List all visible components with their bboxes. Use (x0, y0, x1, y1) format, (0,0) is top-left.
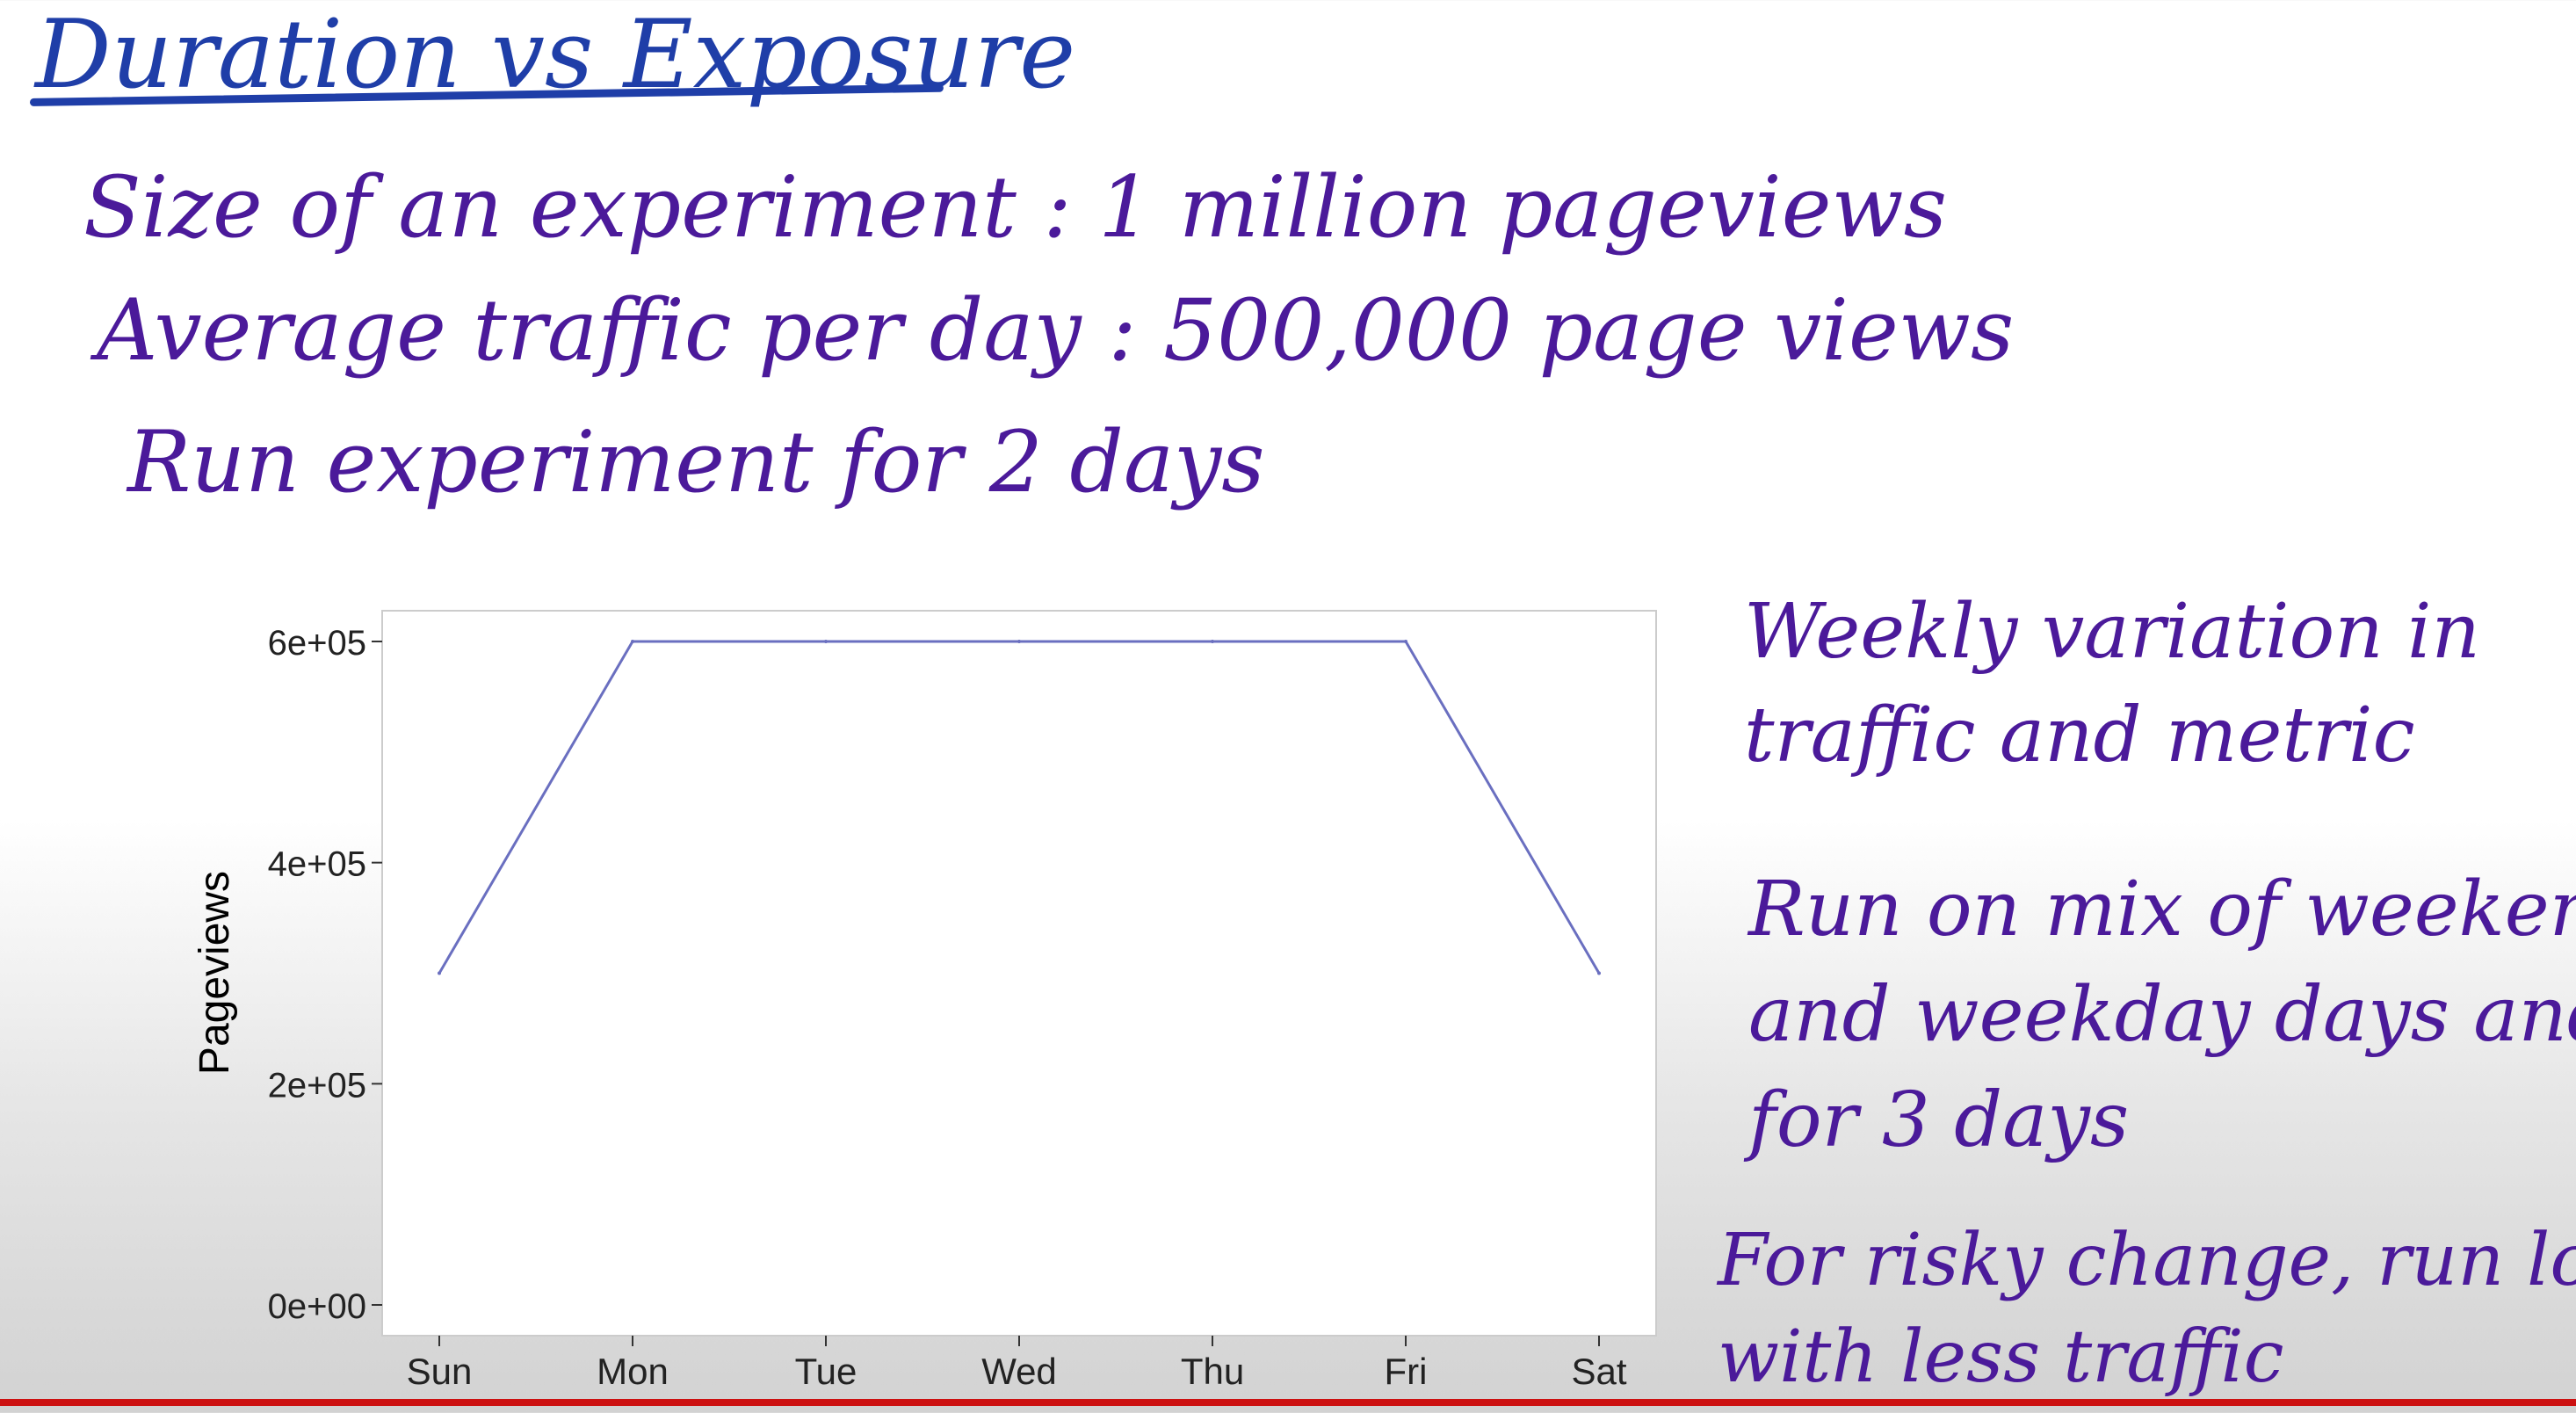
y-tick-label: 6e+05 (268, 624, 366, 663)
note-risky-change-line-1: For risky change, run longer (1718, 1219, 2576, 1302)
x-tick-label: Tue (795, 1351, 857, 1392)
text-line-experiment-size: Size of an experiment : 1 million pagevi… (83, 158, 1947, 257)
note-weekly-variation-line-2: traffic and metric (1744, 692, 2415, 779)
video-progress-bar[interactable] (0, 1399, 2576, 1406)
note-mix-days-line-3: for 3 days (1748, 1076, 2130, 1164)
data-point (824, 640, 828, 643)
data-point (1597, 971, 1601, 975)
y-axis-title: Pageviews (192, 871, 238, 1075)
x-tick-label: Mon (597, 1351, 669, 1392)
y-axis: 0e+00 2e+05 4e+05 6e+05 (268, 624, 382, 1326)
y-tick-label: 0e+00 (268, 1287, 366, 1326)
note-weekly-variation-line-1: Weekly variation in (1744, 588, 2480, 676)
x-axis: Sun Mon Tue Wed Thu Fri Sat (407, 1336, 1627, 1392)
data-point (1404, 640, 1407, 643)
note-mix-days-line-1: Run on mix of weekend (1748, 866, 2576, 953)
x-tick-label: Wed (981, 1351, 1057, 1392)
series-layer (438, 640, 1601, 975)
text-line-run-duration: Run experiment for 2 days (127, 413, 1265, 511)
x-tick-label: Sat (1571, 1351, 1626, 1392)
x-tick-label: Sun (407, 1351, 473, 1392)
text-line-average-traffic: Average traffic per day : 500,000 page v… (97, 281, 2015, 380)
data-point (631, 640, 634, 643)
data-point (438, 971, 441, 975)
note-risky-change-line-2: with less traffic (1718, 1315, 2284, 1399)
note-mix-days: Run on mix of weekend and weekday days a… (1748, 857, 2576, 1173)
x-tick-label: Thu (1181, 1351, 1244, 1392)
y-tick-label: 4e+05 (268, 845, 366, 884)
note-risky-change: For risky change, run longer with less t… (1718, 1213, 2576, 1406)
data-point (1211, 640, 1214, 643)
data-point (1017, 640, 1021, 643)
note-weekly-variation: Weekly variation in traffic and metric (1744, 580, 2480, 787)
x-tick-label: Fri (1385, 1351, 1428, 1392)
plot-panel (381, 610, 1657, 1337)
note-mix-days-line-2: and weekday days and (1748, 971, 2576, 1059)
y-tick-label: 2e+05 (268, 1066, 366, 1105)
